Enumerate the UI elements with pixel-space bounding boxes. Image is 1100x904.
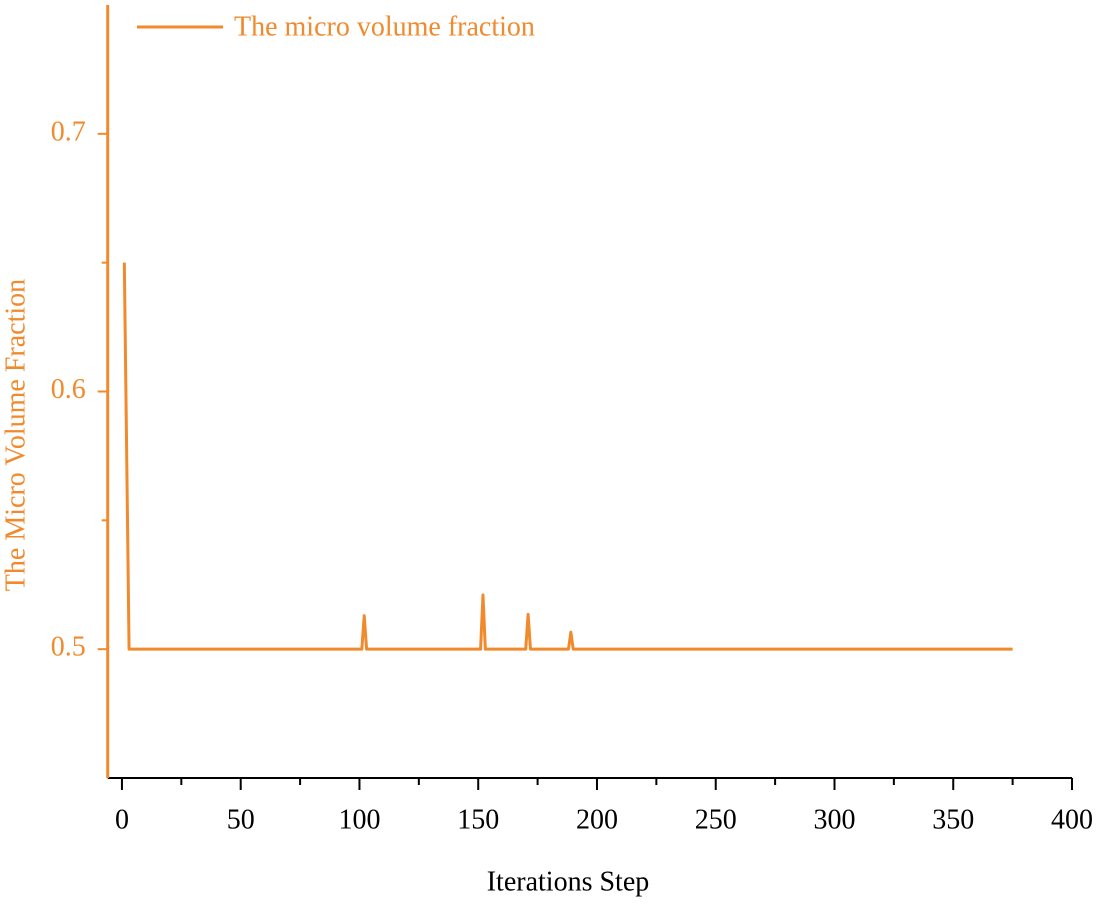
y-axis-label: The Micro Volume Fraction xyxy=(0,279,31,591)
data-line xyxy=(122,262,1013,651)
x-tick-label: 300 xyxy=(813,804,855,835)
x-axis-label: Iterations Step xyxy=(487,866,650,897)
y-tick-label: 0.5 xyxy=(51,632,86,663)
x-tick-label: 400 xyxy=(1051,804,1093,835)
x-tick-label: 50 xyxy=(227,804,255,835)
x-tick-label: 0 xyxy=(115,804,129,835)
x-tick-label: 350 xyxy=(932,804,974,835)
x-tick-label: 150 xyxy=(457,804,499,835)
x-tick-label: 200 xyxy=(576,804,618,835)
x-tick-label: 100 xyxy=(338,804,380,835)
x-tick-label: 250 xyxy=(695,804,737,835)
legend-label: The micro volume fraction xyxy=(234,11,535,42)
y-tick-label: 0.6 xyxy=(51,374,86,405)
y-tick-label: 0.7 xyxy=(51,116,86,147)
